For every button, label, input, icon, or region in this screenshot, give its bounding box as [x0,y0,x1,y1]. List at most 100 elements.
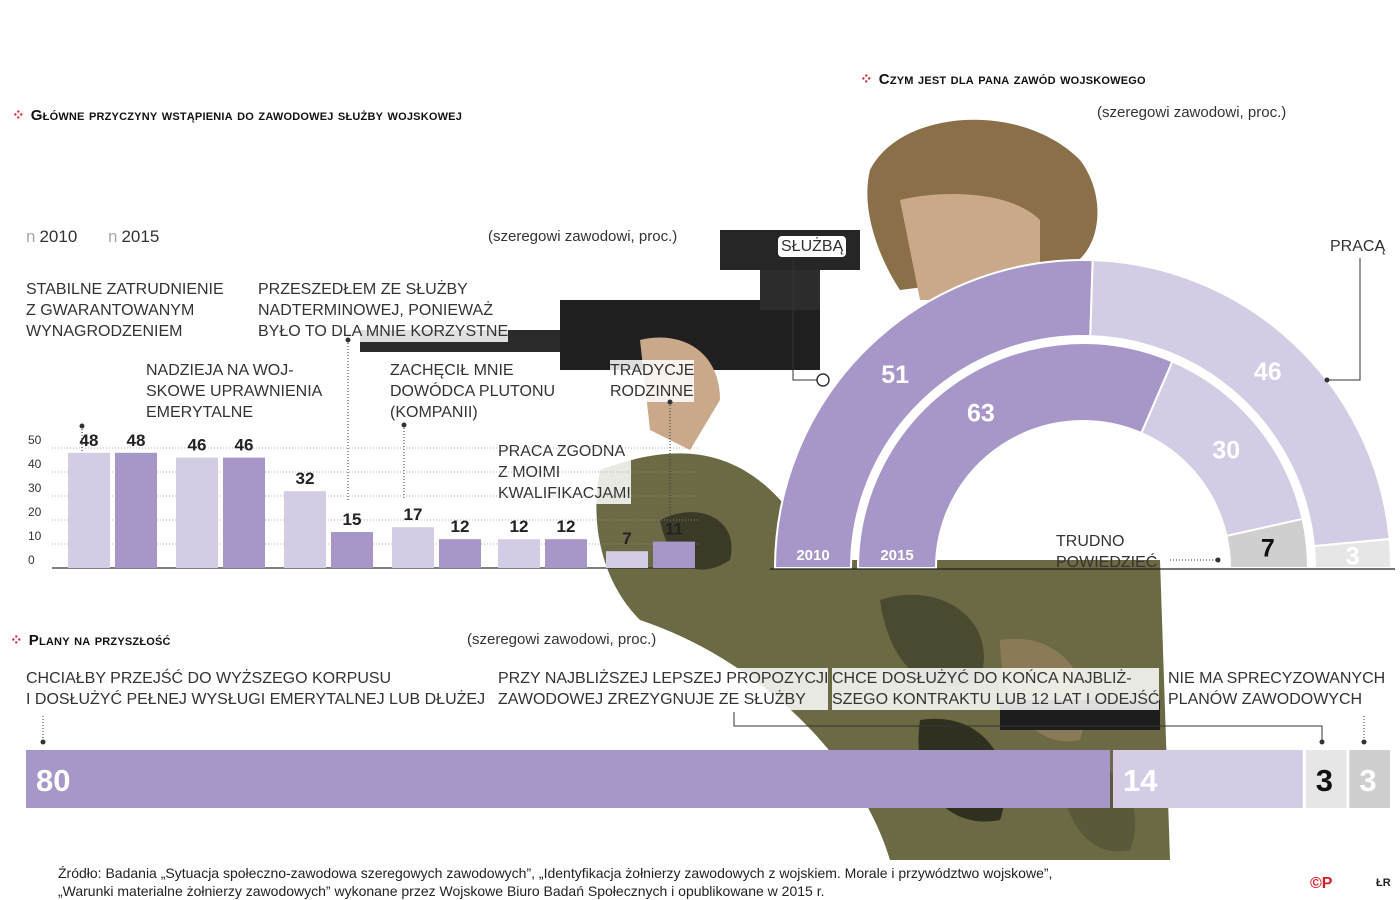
chart2-title: ⁘ Czym jest dla pana zawód wojskowego [860,70,1146,88]
rifle-mount [760,270,820,310]
bar-value-label: 15 [343,510,362,529]
category-label-4: Zachęcił mnie dowódca plutonu (kompanii) [390,360,556,423]
bar-value-label: 11 [665,520,683,539]
plan-value-label: 80 [36,763,70,798]
y-tick-label: 0 [28,553,35,567]
y-tick-label: 30 [28,481,42,495]
plan-bar-1 [26,750,1110,808]
bar-2015-5 [545,539,587,568]
leader-dot [1215,557,1221,563]
chart3-title: ⁘ Plany na przyszłość [10,631,171,649]
donut-value-label: 46 [1254,358,1282,386]
donut-year-label: 2015 [880,547,913,564]
plan-label-1: Chciałby przejść do wyższego korpusu i d… [26,670,486,708]
donut-value-label: 51 [881,361,909,389]
title-marker-icon: ⁘ [860,71,873,88]
chart1-title-text: Główne przyczyny wstąpienia do zawodowej… [30,107,463,124]
leader-dot [816,373,830,387]
chart2-donut: 51 46 3 2010 63 30 7 2015 [770,258,1395,570]
bar-2010-2 [176,457,218,568]
bar-2010-6 [606,551,648,568]
legend-marker-2015: n [108,227,118,246]
donut-slice-2010-3 [1312,537,1393,569]
plan-bar-2 [1113,750,1303,808]
bar-2010-1 [68,452,110,568]
chart3-subtitle: (szeregowi zawodowi, proc.) [467,631,657,648]
bar-value-label: 12 [557,517,576,536]
leader-dot [1324,377,1330,383]
legend-marker-2010: n [26,227,36,246]
category-label-2: Nadzieja na woj- skowe uprawnienia emery… [146,362,323,421]
bar-value-label: 46 [188,436,207,455]
y-tick-label: 40 [28,457,42,471]
chart1-legend-2010: n 2010 [26,227,77,247]
plan-bar-3 [1305,750,1347,808]
bar-2010-5 [498,539,540,568]
leader-dot [401,422,407,428]
chart1-legend-2015: n 2015 [108,227,159,247]
title-marker-icon: ⁘ [12,107,25,124]
bar-value-label: 12 [510,517,529,536]
bar-value-label: 7 [622,529,631,548]
chart1-bars: 50 40 30 20 10 0 48 46 32 17 12 7 48 46 15 12 12 11 [28,337,700,569]
bar-2015-2 [223,457,265,568]
donut-value-label: 30 [1212,436,1240,464]
author-initials: ŁR [1376,877,1391,889]
chart1-subtitle: (szeregowi zawodowi, proc.) [488,228,678,245]
plan-label-4: Nie ma sprecyzowanych planów zawodowych [1168,668,1386,710]
leader-dot [79,423,85,429]
plan-value-label: 3 [1359,763,1376,798]
plan-bar-4 [1349,750,1390,808]
publisher-logo: ©P [1310,875,1333,892]
donut-value-label: 7 [1261,535,1275,563]
legend-label-2015: 2015 [121,227,160,246]
donut-label-trudno: Trudno powiedzieć [1056,533,1158,571]
bar-value-label: 17 [404,505,423,524]
bar-2015-1 [115,452,157,568]
y-tick-label: 20 [28,505,42,519]
chart2-title-text: Czym jest dla pana zawód wojskowego [878,71,1146,88]
plan-label-2: Przy najbliższej lepszej propozycji zawo… [498,668,829,710]
category-label-1: Stabilne zatrudnienie z gwarantowanym wy… [26,281,224,340]
legend-label-2010: 2010 [39,227,78,246]
leader-line [733,712,1323,742]
category-label-5: Praca zgodna z moimi kwalifikacjami [498,441,631,504]
bar-value-label: 46 [235,436,254,455]
bar-value-label: 32 [296,469,315,488]
leader-sluzba [792,260,822,381]
bar-2010-3 [284,491,326,568]
chart3-title-text: Plany na przyszłość [28,632,171,649]
bar-2015-4 [439,539,481,568]
bar-value-label: 48 [127,431,146,450]
chart2-subtitle: (szeregowi zawodowi, proc.) [1097,104,1287,121]
leader-dot [40,739,46,745]
bar-2015-6 [653,541,695,568]
y-tick-label: 50 [28,433,42,447]
donut-slice-2015-1 [856,342,1174,569]
donut-label-praca: Pracą [1330,238,1386,255]
donut-value-label: 3 [1346,542,1360,570]
plan-label-3: Chce dosłużyć do końca najbliż- szego ko… [832,668,1160,710]
plan-value-label: 14 [1123,763,1158,798]
bar-value-label: 48 [80,431,99,450]
y-tick-label: 10 [28,529,42,543]
bar-2015-3 [331,532,373,568]
donut-year-label: 2010 [796,547,829,564]
leader-praca [1328,258,1361,381]
leader-dot [667,399,673,405]
title-marker-icon: ⁘ [10,632,23,649]
bar-2010-4 [392,527,434,568]
plan-value-label: 3 [1316,763,1333,798]
leader-dot [1361,739,1367,745]
donut-value-label: 63 [967,400,995,428]
source-note: Źródło: Badania „Sytuacja społeczno-zawo… [58,865,1053,899]
leader-dot [345,337,351,343]
donut-slice-2015-3 [1225,517,1310,569]
leader-dot [1319,739,1325,745]
bar-value-label: 12 [451,517,470,536]
category-label-6: Tradycje rodzinne [610,360,695,402]
chart1-title: ⁘ Główne przyczyny wstąpienia do zawodowe… [12,106,462,124]
category-label-3: Przeszedłem ze służby nadterminowej, pon… [258,279,509,342]
donut-label-sluzba: Służbą [778,236,847,257]
